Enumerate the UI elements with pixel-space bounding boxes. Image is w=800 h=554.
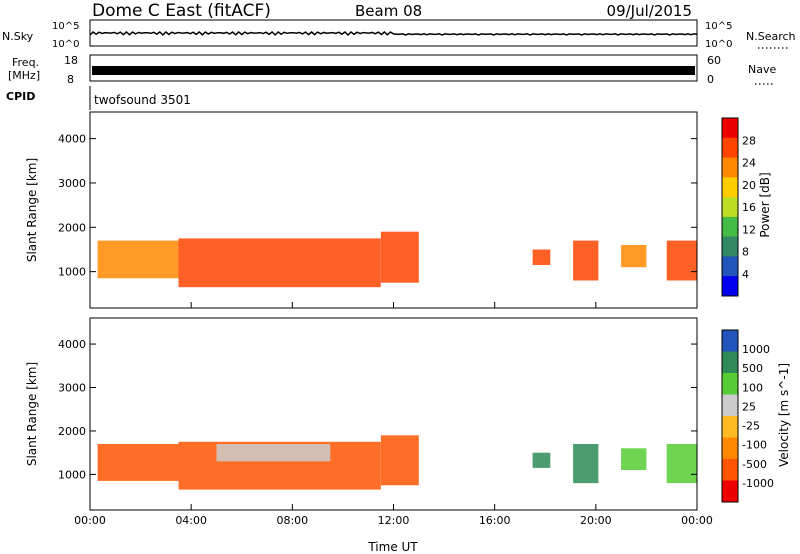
freq-tick-bottom: 8 (67, 73, 74, 86)
power-echo-region-0 (97, 240, 179, 279)
velocity-echo-region-3 (380, 435, 419, 486)
date-title: 09/Jul/2015 (607, 2, 692, 20)
power-colorbar-swatch-0 (722, 118, 738, 139)
velocity-colorbar-swatch-3 (722, 394, 738, 417)
power-colorbar-tick-5: 24 (742, 157, 756, 170)
velocity-ytick-label-2: 3000 (58, 382, 86, 395)
power-colorbar-label: Power [dB] (758, 172, 772, 237)
power-colorbar-tick-3: 16 (742, 201, 756, 214)
velocity-echo-layer (97, 435, 697, 490)
velocity-colorbar-tick-0: 1000 (742, 343, 770, 356)
nave-label: Nave (748, 63, 776, 76)
power-echo-region-4 (573, 240, 599, 281)
velocity-colorbar-swatch-7 (722, 480, 738, 503)
velocity-xtick-label-6: 00:00 (681, 514, 713, 527)
nsky-tick-bottom: 10^0 (52, 39, 79, 50)
power-x-axis (89, 302, 698, 308)
power-ytick-label-2: 3000 (58, 177, 86, 190)
velocity-colorbar-swatch-4 (722, 416, 738, 438)
power-colorbar-swatch-1 (722, 137, 738, 159)
power-colorbar: 4 8 12 16 20 24 28 (722, 118, 756, 297)
cpid-value: twofsound 3501 (94, 93, 191, 107)
velocity-colorbar-swatch-2 (722, 373, 738, 395)
power-ytick-label-0: 1000 (58, 266, 86, 279)
velocity-echo-region-7 (666, 444, 697, 484)
velocity-ytick-label-0: 1000 (58, 468, 86, 481)
power-echo-region-3 (532, 249, 551, 265)
velocity-colorbar-tick-1: 500 (742, 362, 763, 375)
velocity-x-axis: 00:00 04:00 08:00 12:00 16:00 20:00 00:00 (74, 504, 713, 527)
nsky-panel (89, 19, 698, 47)
velocity-colorbar: 1000 500 100 25 -25 -100 -500 -1000 (722, 330, 774, 503)
nsearch-label: N.Search (746, 30, 796, 43)
power-colorbar-tick-4: 20 (742, 179, 756, 192)
velocity-colorbar-swatch-0 (722, 330, 738, 352)
velocity-xtick-label-0: 00:00 (74, 514, 106, 527)
freq-label-2: [MHz] (8, 69, 40, 82)
velocity-colorbar-tick-7: -1000 (742, 477, 774, 490)
power-ytick-label-1: 2000 (58, 221, 86, 234)
velocity-ytick-label-3: 4000 (58, 338, 86, 351)
xlabel: Time UT (367, 540, 418, 554)
power-colorbar-tick-6: 28 (742, 134, 756, 147)
power-colorbar-swatch-5 (722, 216, 738, 238)
freq-band (92, 66, 695, 75)
power-colorbar-swatch-6 (722, 236, 738, 257)
velocity-xtick-label-1: 04:00 (175, 514, 207, 527)
power-ytick-label-3: 4000 (58, 133, 86, 146)
power-colorbar-swatch-3 (722, 177, 738, 198)
velocity-echo-region-5 (573, 444, 599, 484)
nave-tick-top: 60 (707, 54, 721, 67)
power-echo-region-5 (621, 245, 647, 268)
velocity-colorbar-frame (721, 329, 739, 503)
power-colorbar-swatch-8 (722, 276, 738, 297)
velocity-xtick-label-5: 20:00 (580, 514, 612, 527)
beam-title: Beam 08 (355, 2, 422, 20)
nsearch-tick-bottom: 10^0 (705, 39, 732, 50)
velocity-colorbar-tick-2: 100 (742, 381, 763, 394)
velocity-colorbar-swatch-6 (722, 459, 738, 481)
velocity-xtick-label-4: 16:00 (479, 514, 511, 527)
velocity-echo-region-4 (532, 452, 551, 468)
velocity-echo-region-2 (216, 444, 331, 462)
freq-label-1: Freq. (12, 56, 39, 69)
velocity-colorbar-label: Velocity [m s^-1] (777, 363, 791, 467)
velocity-colorbar-tick-5: -100 (742, 439, 767, 452)
power-ylabel: Slant Range [km] (25, 158, 39, 262)
power-colorbar-swatch-4 (722, 197, 738, 218)
power-echo-layer (97, 231, 697, 288)
velocity-colorbar-tick-6: -500 (742, 458, 767, 471)
nave-tick-bottom: 0 (707, 73, 714, 86)
velocity-y-axis: 1000 2000 3000 4000 (58, 338, 697, 481)
power-y-axis: 1000 2000 3000 4000 (58, 133, 697, 279)
power-colorbar-tick-2: 12 (742, 223, 756, 236)
velocity-xtick-label-3: 12:00 (378, 514, 410, 527)
power-colorbar-swatch-2 (722, 157, 738, 178)
velocity-echo-region-0 (97, 444, 179, 481)
velocity-colorbar-swatch-5 (722, 437, 738, 460)
velocity-colorbar-tick-4: -25 (742, 420, 760, 433)
freq-panel (89, 54, 698, 82)
power-echo-region-2 (380, 231, 419, 283)
radar-title: Dome C East (fitACF) (92, 1, 271, 21)
velocity-colorbar-swatch-1 (722, 351, 738, 374)
velocity-ytick-label-1: 2000 (58, 425, 86, 438)
nsky-label: N.Sky (2, 30, 34, 43)
nsky-tick-top: 10^5 (52, 21, 79, 32)
power-colorbar-frame (721, 117, 739, 297)
freq-tick-top: 18 (64, 54, 78, 67)
velocity-ylabel: Slant Range [km] (25, 362, 39, 466)
cpid-label: CPID (6, 90, 35, 103)
velocity-colorbar-tick-3: 25 (742, 400, 756, 413)
power-colorbar-tick-0: 4 (742, 268, 749, 281)
power-echo-region-1 (178, 238, 381, 288)
velocity-echo-region-6 (621, 448, 647, 470)
power-colorbar-swatch-7 (722, 256, 738, 277)
velocity-xtick-label-2: 08:00 (276, 514, 308, 527)
power-colorbar-tick-1: 8 (742, 246, 749, 259)
nsearch-tick-top: 10^5 (705, 21, 732, 32)
power-echo-region-6 (666, 240, 697, 281)
nsky-line (89, 31, 698, 37)
